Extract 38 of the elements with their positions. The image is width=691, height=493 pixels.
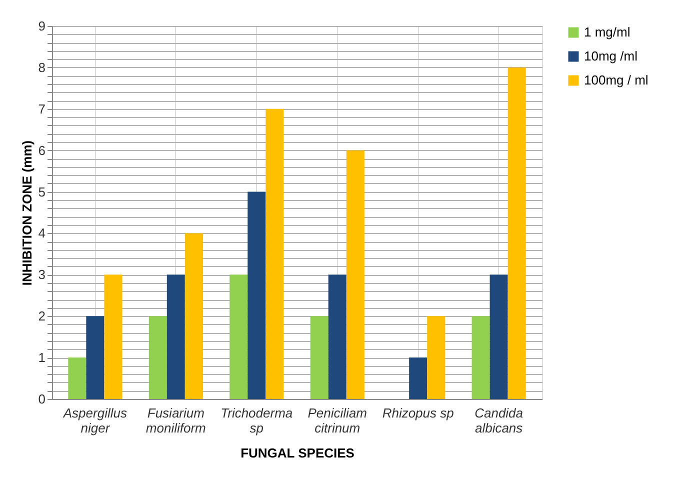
y-tick-label: 3 [38,267,46,282]
bar [328,274,346,399]
bar [248,192,266,399]
bar [346,150,364,399]
y-tick-label: 0 [38,392,46,406]
y-tick-label: 7 [38,101,46,116]
x-tick-label: Rhizopus sp [382,406,454,420]
bar [266,108,284,399]
x-tick-label: Peniciliam citrinum [308,406,368,436]
bar [230,274,248,399]
y-tick-label: 2 [38,308,46,324]
bar [166,274,185,399]
bar [184,233,203,399]
legend-label: 100mg / ml [584,72,648,88]
bar [68,358,86,399]
y-tick-label: 9 [38,18,46,34]
bar [427,316,446,399]
x-tick-label: Trichoderma sp [220,406,293,436]
y-tick-label: 6 [38,142,46,158]
legend-label: 10mg /ml [584,48,638,64]
bar [310,316,328,399]
bar [148,316,167,399]
y-tick-label: 5 [38,184,46,200]
x-tick-label: Fusiarium moniliform [146,406,206,436]
bar [104,274,122,399]
x-axis-title: FUNGAL SPECIES [240,446,355,460]
y-tick-label: 8 [38,60,46,75]
y-axis-title: INHIBITION ZONE (mm) [19,140,34,286]
y-tick-label: 4 [38,226,46,241]
bar [490,274,508,399]
bar [472,316,490,399]
bar [508,67,526,399]
bar [86,316,104,399]
y-tick-label: 1 [38,350,46,366]
legend-label: 1 mg/ml [584,24,630,40]
bar [409,358,428,399]
x-tick-label: Candida albicans [474,406,524,436]
x-tick-label: Aspergillus niger [62,406,128,436]
